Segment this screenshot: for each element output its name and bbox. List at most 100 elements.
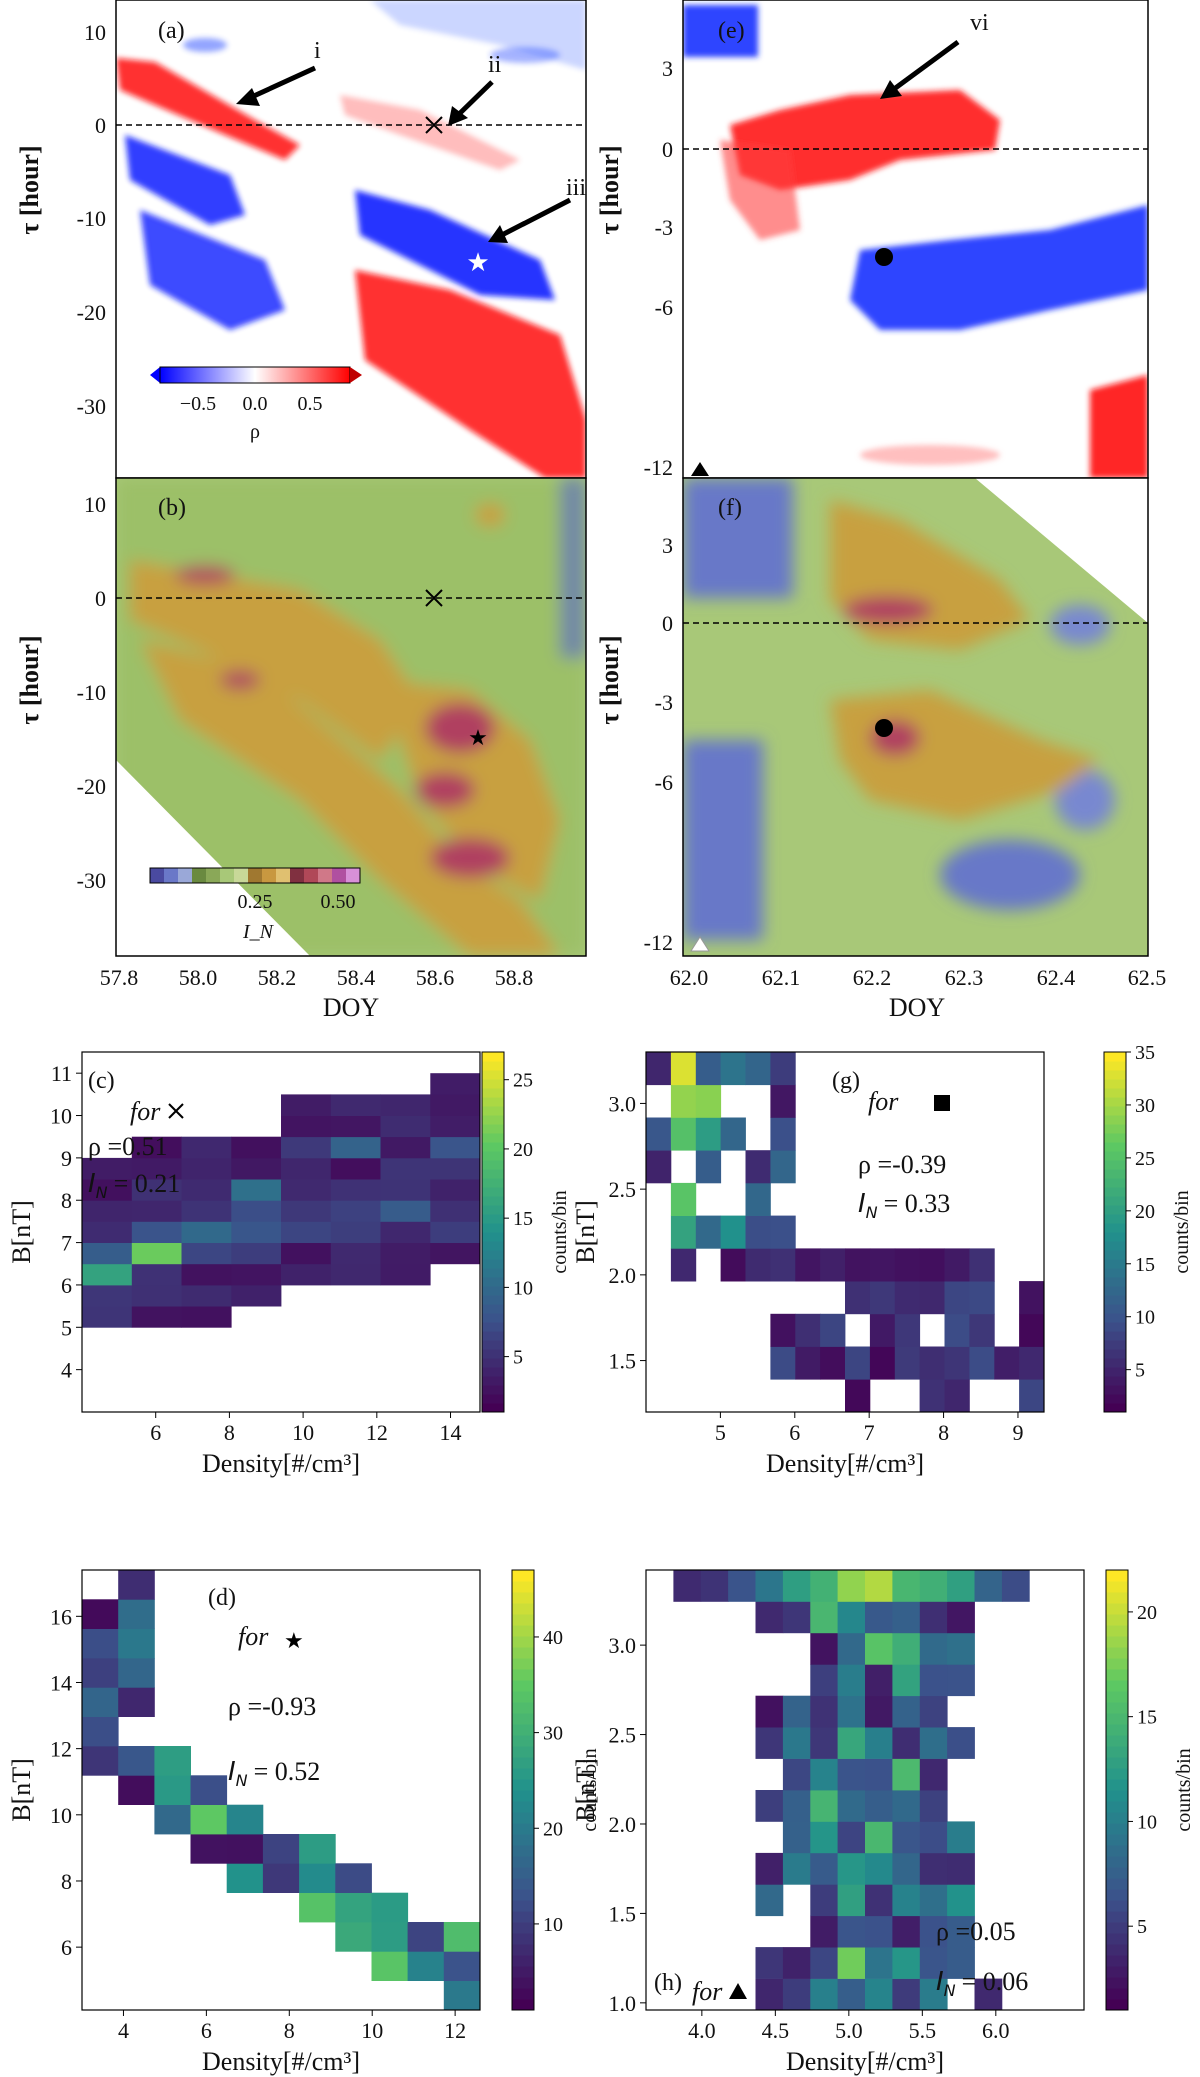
hist-bin [82,1658,119,1688]
arrow-ii [453,80,494,120]
panel-a: (a) i ii iii ★ −0.5 0.0 0.5 ρ 10 0 -10 -… [15,0,587,479]
hist-bin [865,1978,893,2011]
hist-bin [919,1727,948,1759]
colorbar-step [482,1403,504,1413]
hist-bin [190,1804,228,1835]
hist-bin [745,1052,771,1086]
hist-bin [190,1834,228,1864]
rho-region-positive-i [116,58,300,160]
colorbar-step [482,1376,504,1386]
rho-region-negative-1 [125,135,245,225]
colorbar-step [1106,1977,1128,1989]
hist-bin [299,1863,336,1893]
hist-bin [154,1775,191,1805]
hist-bin [947,1601,975,1634]
xtick: 12 [444,2018,466,2043]
ytick: 6 [61,1273,72,1298]
hist-bin [695,1052,722,1086]
hist-bin [837,1695,866,1728]
hist-bin [695,1117,722,1151]
ytick: -3 [655,690,673,715]
xtick: 4.5 [762,2018,790,2043]
star-marker: ★ [284,1628,304,1653]
colorbar-step [482,1160,504,1170]
colorbar-step [482,1277,504,1287]
hist-bin [845,1379,871,1413]
arrow-i [243,65,317,103]
colorbar-step [482,1349,504,1359]
colorbar-step [1106,1812,1128,1824]
colorbar-step [1104,1178,1126,1188]
hist-bin [837,1884,866,1917]
hist-bin [131,1157,182,1180]
triangle-marker-f [690,936,710,952]
hist-bin [330,1221,381,1243]
colorbar-step [1104,1187,1126,1197]
colorbar-step [512,1614,534,1626]
xtick: 6.0 [982,2018,1010,2043]
panel-h: 4.0 4.5 5.0 5.5 6.0 3.0 2.5 2.0 1.5 1.0 Density[#/… [571,1569,1195,2076]
hist-bin [782,1758,811,1791]
hist-bin [892,1695,921,1728]
colorbar-step [1106,1614,1128,1626]
panel-f: (f) 3 0 -3 -6 -12 τ [hour] 62.0 62.1 62.… [595,477,1166,1022]
colorbar-step [1106,1999,1128,2011]
xtick: 6 [789,1420,800,1445]
hist-bin [695,1215,722,1249]
hist-bin [380,1263,431,1286]
xtick: 58.8 [495,965,534,990]
colorbar-label: counts/bin [1173,1748,1195,1831]
colorbar-step [512,1988,534,2000]
arrow-i-label: i [314,38,321,64]
panel-f-blank-corner [975,478,1148,623]
hist-bin [810,1852,839,1885]
colorbar-step [1104,1151,1126,1161]
xtick: 5 [715,1420,726,1445]
hist-bin [770,1346,796,1380]
ytick: -30 [77,868,106,893]
hist-bin [646,1052,672,1086]
panel-c: 6 8 10 12 14 11 10 9 8 7 6 5 4 Density[#/cm³] B[nT] 25 2… [7,1051,571,1478]
colorbar-step [512,1933,534,1945]
ytick: -12 [644,930,673,955]
hist-bin [82,1746,119,1776]
hist-bin [810,1758,839,1791]
colorbar-step [1106,1834,1128,1846]
colorbar-frame [511,1569,535,2011]
hist-bin [118,1628,155,1659]
hist-bin [281,1263,332,1286]
colorbar-step [1106,1856,1128,1868]
hist-bin [231,1284,282,1307]
hist-bin [865,1664,893,1697]
hist-bin [865,1758,893,1791]
hist-bin [845,1248,871,1282]
panel-f-yaxis: 3 0 -3 -6 -12 τ [hour] [595,533,673,955]
colorbar-in-label: I_N [242,921,275,943]
colorbar-step [1104,1133,1126,1143]
hist-bin [810,1632,839,1665]
hist-bin [231,1263,282,1286]
hist-bin [82,1628,119,1659]
colorbar-step [1106,1867,1128,1879]
hist-bin [837,1852,866,1885]
ytick: 3 [662,533,673,558]
colorbar-step [512,1724,534,1736]
hist-bin [892,1884,921,1917]
hist-bin [892,1915,921,1948]
hist-bin [837,1915,866,1948]
hist-bin [919,1915,948,1948]
ytick: 16 [50,1604,72,1629]
hist-bin [892,1664,921,1697]
colorbar-step [1104,1232,1126,1242]
hist-bin [443,1922,481,1952]
colorbar-label: counts/bin [549,1190,571,1273]
ytick: -12 [644,455,673,480]
rho-region-negative-iii [355,190,555,300]
hist-bin [755,1978,784,2011]
circle-marker-f [875,719,893,737]
star-marker-b: ★ [468,725,488,750]
hist-bin [670,1248,697,1282]
hist-bin [673,1570,702,1602]
hist-bin [407,1951,445,1981]
colorbar-step [482,1061,504,1071]
